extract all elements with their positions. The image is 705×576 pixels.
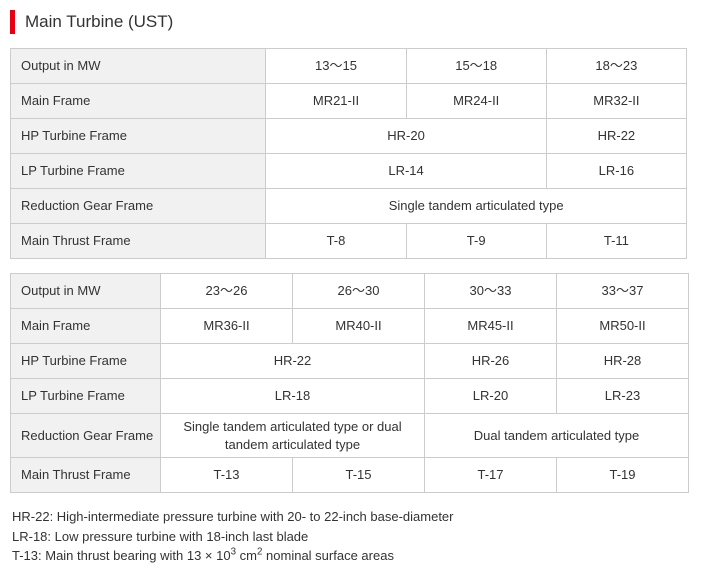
table-row: HP Turbine Frame HR-20 HR-22 xyxy=(11,119,687,154)
cell: T-17 xyxy=(425,458,557,493)
row-label: Output in MW xyxy=(11,49,266,84)
table-row: Main Thrust Frame T-13 T-15 T-17 T-19 xyxy=(11,458,689,493)
heading-title: Main Turbine (UST) xyxy=(25,12,173,32)
note-line: T-13: Main thrust bearing with 13 × 103 … xyxy=(12,546,687,566)
cell: HR-28 xyxy=(557,344,689,379)
cell: MR50-II xyxy=(557,309,689,344)
table-row: Output in MW 23～26 26～30 30～33 33～37 xyxy=(11,274,689,309)
cell: LR-23 xyxy=(557,379,689,414)
note-text: nominal surface areas xyxy=(262,548,394,563)
cell: LR-14 xyxy=(266,154,546,189)
cell: Dual tandem articulated type xyxy=(425,414,689,458)
row-label: Reduction Gear Frame xyxy=(11,189,266,224)
cell: 26～30 xyxy=(293,274,425,309)
row-label: Main Thrust Frame xyxy=(11,458,161,493)
cell: LR-16 xyxy=(546,154,686,189)
cell: HR-26 xyxy=(425,344,557,379)
row-label: Main Frame xyxy=(11,309,161,344)
cell: MR24-II xyxy=(406,84,546,119)
cell: MR36-II xyxy=(161,309,293,344)
note-line: HR-22: High-intermediate pressure turbin… xyxy=(12,507,687,527)
row-label: LP Turbine Frame xyxy=(11,154,266,189)
note-text: cm xyxy=(236,548,257,563)
cell: HR-20 xyxy=(266,119,546,154)
table-row: LP Turbine Frame LR-18 LR-20 LR-23 xyxy=(11,379,689,414)
cell: 33～37 xyxy=(557,274,689,309)
note-line: LR-18: Low pressure turbine with 18-inch… xyxy=(12,527,687,547)
heading-accent-bar xyxy=(10,10,15,34)
row-label: LP Turbine Frame xyxy=(11,379,161,414)
cell: T-8 xyxy=(266,224,406,259)
cell: T-19 xyxy=(557,458,689,493)
cell: T-13 xyxy=(161,458,293,493)
cell: 15～18 xyxy=(406,49,546,84)
table-row: Reduction Gear Frame Single tandem artic… xyxy=(11,189,687,224)
row-label: Reduction Gear Frame xyxy=(11,414,161,458)
notes: HR-22: High-intermediate pressure turbin… xyxy=(10,507,687,566)
cell: 13～15 xyxy=(266,49,406,84)
cell: 23～26 xyxy=(161,274,293,309)
table-row: LP Turbine Frame LR-14 LR-16 xyxy=(11,154,687,189)
cell: LR-20 xyxy=(425,379,557,414)
cell: HR-22 xyxy=(546,119,686,154)
cell: MR32-II xyxy=(546,84,686,119)
cell: MR40-II xyxy=(293,309,425,344)
spec-table-1: Output in MW 13～15 15～18 18～23 Main Fram… xyxy=(10,48,687,259)
row-label: HP Turbine Frame xyxy=(11,119,266,154)
cell: Single tandem articulated type or dual t… xyxy=(161,414,425,458)
note-text: T-13: Main thrust bearing with 13 × 10 xyxy=(12,548,231,563)
table-row: Reduction Gear Frame Single tandem artic… xyxy=(11,414,689,458)
table-row: Output in MW 13～15 15～18 18～23 xyxy=(11,49,687,84)
row-label: Main Thrust Frame xyxy=(11,224,266,259)
cell: T-11 xyxy=(546,224,686,259)
table-row: Main Frame MR21-II MR24-II MR32-II xyxy=(11,84,687,119)
cell: T-15 xyxy=(293,458,425,493)
cell: T-9 xyxy=(406,224,546,259)
cell: 30～33 xyxy=(425,274,557,309)
table-row: Main Frame MR36-II MR40-II MR45-II MR50-… xyxy=(11,309,689,344)
table-row: HP Turbine Frame HR-22 HR-26 HR-28 xyxy=(11,344,689,379)
cell: Single tandem articulated type xyxy=(266,189,687,224)
section-heading: Main Turbine (UST) xyxy=(10,10,687,34)
row-label: Main Frame xyxy=(11,84,266,119)
row-label: HP Turbine Frame xyxy=(11,344,161,379)
cell: MR45-II xyxy=(425,309,557,344)
spec-table-2: Output in MW 23～26 26～30 30～33 33～37 Mai… xyxy=(10,273,689,493)
cell: 18～23 xyxy=(546,49,686,84)
cell: MR21-II xyxy=(266,84,406,119)
row-label: Output in MW xyxy=(11,274,161,309)
cell: LR-18 xyxy=(161,379,425,414)
cell: HR-22 xyxy=(161,344,425,379)
table-row: Main Thrust Frame T-8 T-9 T-11 xyxy=(11,224,687,259)
